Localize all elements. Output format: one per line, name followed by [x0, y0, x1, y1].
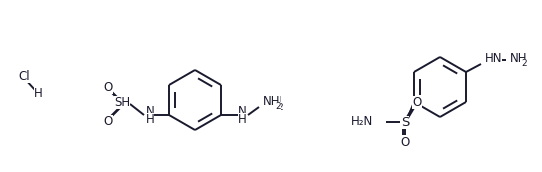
Text: 2: 2 — [275, 101, 281, 110]
Text: O: O — [401, 136, 410, 148]
Text: Cl: Cl — [18, 69, 30, 83]
Text: NH: NH — [265, 94, 282, 108]
Text: HN: HN — [485, 51, 502, 64]
Text: SH: SH — [114, 95, 130, 109]
Text: H: H — [146, 112, 154, 126]
Text: N: N — [146, 105, 154, 117]
Text: O: O — [412, 95, 422, 109]
Text: NH: NH — [510, 51, 527, 64]
Text: H₂N: H₂N — [351, 115, 373, 127]
Text: N: N — [237, 105, 247, 117]
Text: 2: 2 — [521, 58, 527, 67]
Text: NH: NH — [263, 94, 281, 108]
Text: O: O — [104, 80, 113, 94]
Text: H: H — [237, 112, 247, 126]
Text: O: O — [104, 115, 113, 127]
Text: H: H — [34, 87, 42, 99]
Text: S: S — [401, 116, 409, 128]
Text: 2: 2 — [277, 103, 282, 111]
